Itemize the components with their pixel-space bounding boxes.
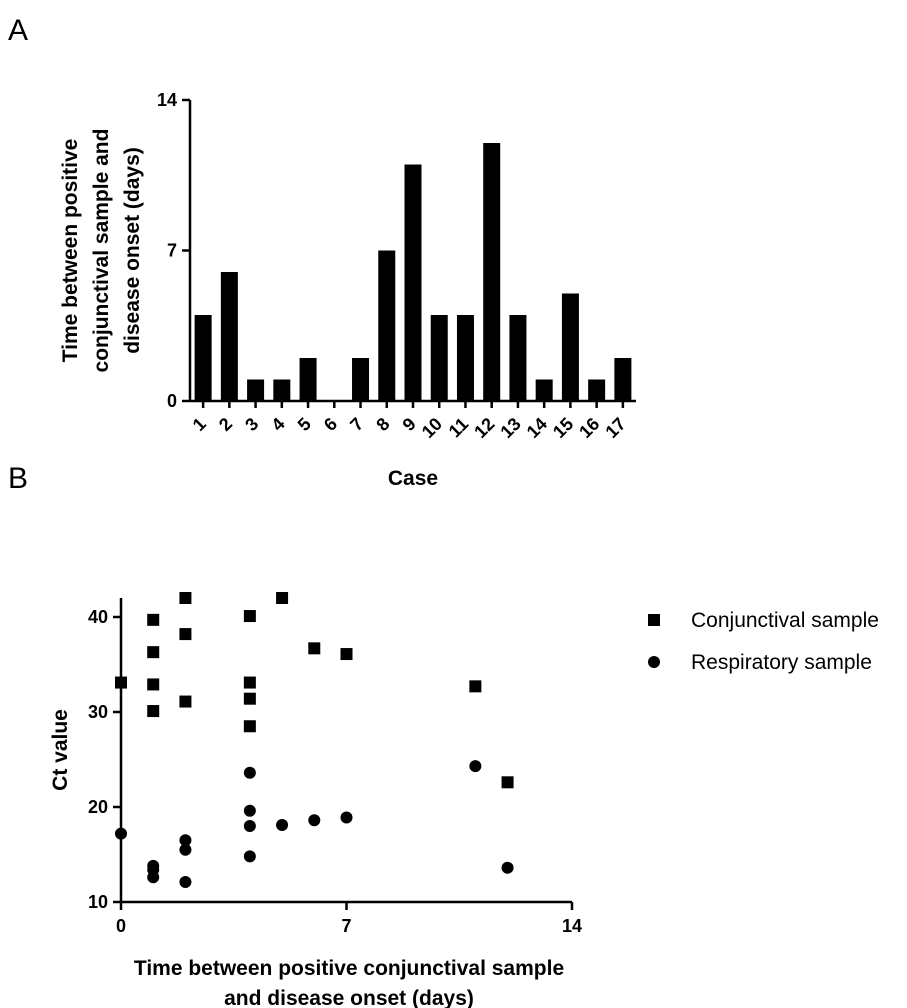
a-x-tick-label: 5 [294,414,315,435]
a-x-tick-label: 1 [189,414,210,435]
b-point-respiratory [179,843,192,856]
b-point-conjunctival [179,592,192,604]
b-point-conjunctival [308,642,321,655]
b-y-tick-label: 40 [88,607,108,627]
b-point-conjunctival [147,705,160,718]
b-point-respiratory [469,760,482,773]
b-x-axis-title: Time between positive conjunctival sampl… [134,957,564,1008]
a-bar [194,315,212,401]
a-bar [378,250,396,401]
a-x-tick-label: 10 [418,414,446,442]
b-legend-label: Conjunctival sample [691,609,879,632]
a-x-tick-label: 14 [523,414,551,442]
a-bar [535,379,553,401]
b-point-respiratory [243,766,256,779]
b-point-conjunctival [276,592,289,604]
b-x-tick-label: 7 [341,916,351,936]
b-x-tick-label: 0 [116,916,126,936]
a-bar [483,143,501,401]
a-x-tick-label: 7 [346,414,367,435]
b-point-conjunctival [243,692,256,705]
b-point-respiratory [243,850,256,863]
a-x-tick-label: 6 [320,414,341,435]
b-point-respiratory [243,804,256,817]
a-y-axis-title-line: disease onset (days) [121,147,144,354]
b-point-respiratory [501,861,514,874]
b-point-respiratory [179,876,192,889]
b-legend-marker-circle [648,656,660,668]
a-y-tick-label: 0 [167,391,177,411]
b-point-respiratory [147,871,160,884]
b-point-conjunctival [469,680,482,693]
a-bar [588,379,606,401]
a-x-tick-label: 8 [372,414,393,435]
panel-a-label: A [8,14,28,47]
b-y-tick-label: 30 [88,702,108,722]
a-bar [273,379,291,401]
b-point-respiratory [340,811,353,824]
b-point-respiratory [115,827,127,840]
a-x-tick-label: 3 [241,414,262,435]
a-y-tick-label: 14 [157,90,177,110]
a-x-tick-label: 17 [601,414,629,442]
b-point-respiratory [276,819,289,832]
b-point-respiratory [243,820,256,832]
a-bar [404,164,422,401]
b-point-conjunctival [147,646,160,659]
a-bar [614,358,632,401]
a-bar [509,315,527,401]
b-point-conjunctival [243,720,256,733]
b-point-conjunctival [179,695,192,708]
b-x-axis-title-line: Time between positive conjunctival sampl… [134,957,564,980]
b-point-conjunctival [147,678,160,691]
a-y-axis-title-line: conjunctival sample and [90,129,113,373]
b-point-conjunctival [243,676,256,689]
a-y-axis-title-line: Time between positive [59,139,82,363]
b-point-conjunctival [115,676,127,689]
a-x-tick-label: 9 [399,414,420,435]
a-x-tick-label: 2 [215,414,236,435]
b-point-conjunctival [179,628,192,641]
a-x-tick-label: 16 [575,414,603,442]
a-y-axis-title: Time between positive conjunctival sample… [59,129,144,373]
a-bar [220,272,238,401]
b-point-conjunctival [340,648,353,661]
b-x-axis-title-line: and disease onset (days) [224,987,474,1008]
a-x-tick-label: 13 [496,414,524,442]
a-bar [247,379,265,401]
a-bar [456,315,474,401]
a-x-tick-label: 4 [267,414,288,435]
a-bar [561,293,579,401]
panel-b-label: B [8,462,28,495]
a-x-tick-label: 11 [445,414,473,442]
b-y-axis-title: Ct value [49,709,72,791]
b-y-tick-label: 20 [88,797,108,817]
b-legend-marker-square [648,614,660,626]
a-x-tick-label: 15 [549,414,577,442]
chart-b: 10 20 30 40 0 7 14 Conjunctival sample Respirato… [49,592,879,1008]
a-x-tick-label: 12 [470,414,498,442]
a-x-axis-title: Case [388,467,438,490]
a-bar [430,315,448,401]
a-bar [352,358,370,401]
b-y-tick-label: 10 [88,892,108,912]
b-legend-label: Respiratory sample [691,651,872,674]
b-point-respiratory [308,814,321,827]
b-point-respiratory [179,834,192,847]
b-x-tick-label: 14 [562,916,582,936]
b-point-conjunctival [243,610,256,623]
b-point-conjunctival [147,613,160,626]
a-bar [299,358,317,401]
a-y-tick-label: 7 [167,241,177,261]
b-point-conjunctival [501,776,514,789]
